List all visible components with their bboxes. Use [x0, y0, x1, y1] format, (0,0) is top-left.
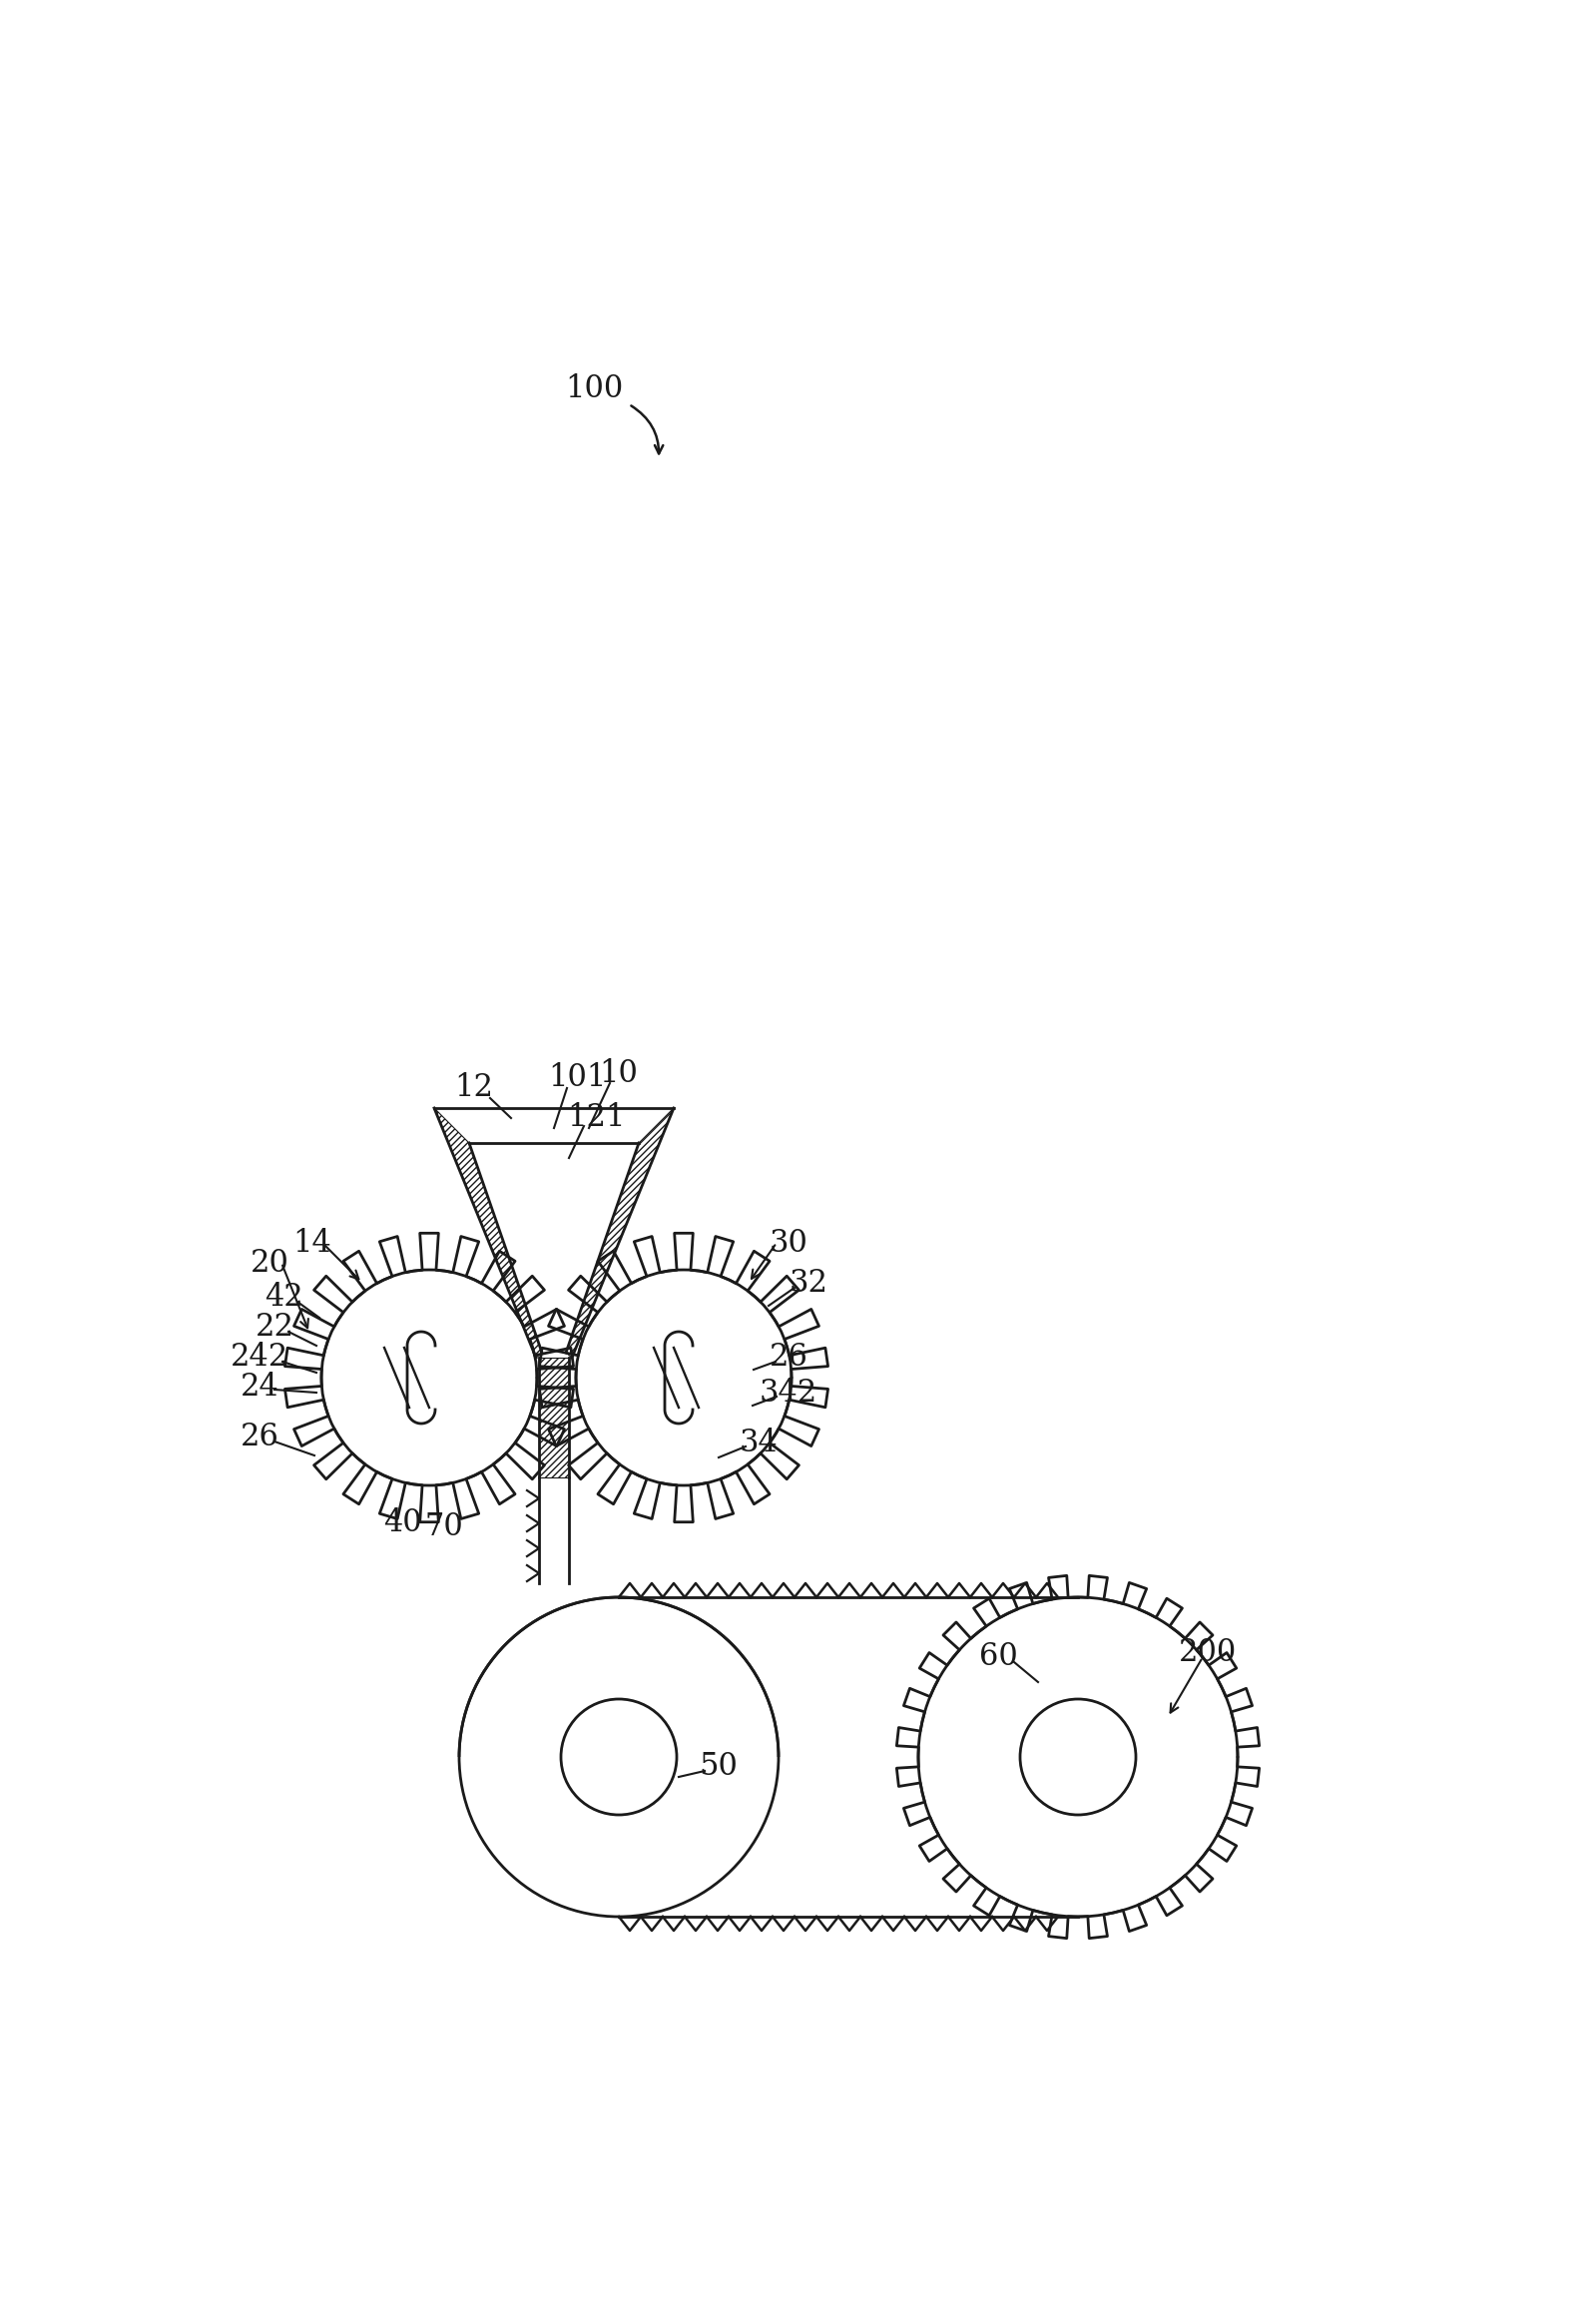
- Text: 14: 14: [294, 1227, 332, 1259]
- Text: 20: 20: [251, 1248, 289, 1278]
- Polygon shape: [434, 1109, 543, 1358]
- Text: 24: 24: [239, 1372, 279, 1402]
- Text: 70: 70: [425, 1513, 463, 1543]
- Text: 26: 26: [769, 1342, 808, 1372]
- Text: 40: 40: [383, 1506, 421, 1538]
- Text: 100: 100: [565, 374, 622, 406]
- Text: 42: 42: [265, 1282, 303, 1312]
- Text: 30: 30: [769, 1227, 808, 1259]
- Text: 342: 342: [760, 1377, 817, 1409]
- Polygon shape: [539, 1358, 568, 1478]
- Text: 242: 242: [230, 1342, 289, 1372]
- Text: 12: 12: [455, 1072, 493, 1105]
- Text: 200: 200: [1179, 1637, 1237, 1667]
- Polygon shape: [567, 1109, 674, 1358]
- Text: 50: 50: [699, 1753, 737, 1783]
- Text: 60: 60: [978, 1642, 1018, 1672]
- Text: 22: 22: [255, 1312, 294, 1342]
- Text: 10: 10: [600, 1058, 638, 1088]
- Text: 121: 121: [568, 1102, 626, 1135]
- Text: 32: 32: [788, 1268, 828, 1298]
- Text: 101: 101: [547, 1063, 606, 1093]
- Text: 26: 26: [239, 1423, 279, 1453]
- Text: 34: 34: [739, 1427, 777, 1457]
